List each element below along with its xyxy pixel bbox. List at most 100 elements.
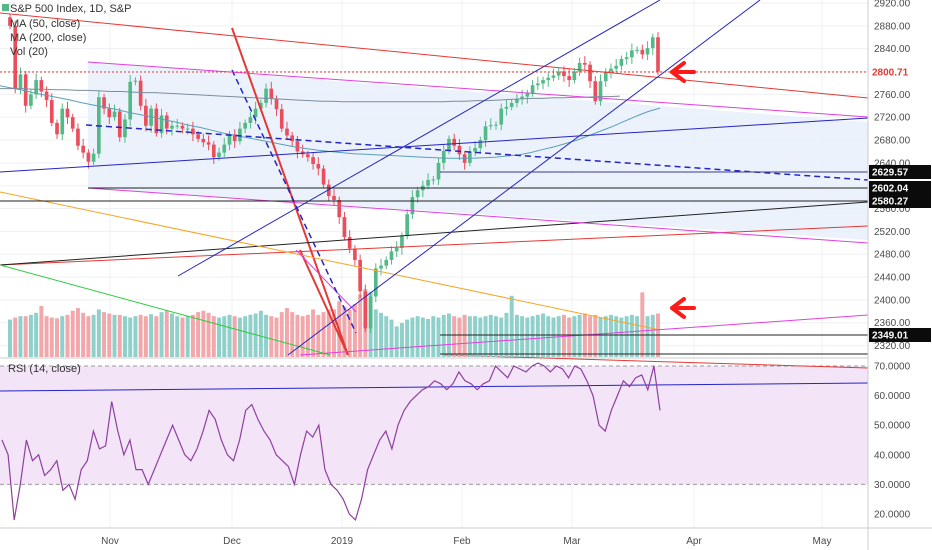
candle-body-29 — [159, 115, 164, 134]
candle-body-93 — [494, 124, 498, 126]
candle-body-115 — [609, 68, 613, 72]
rsi-tick-2: 50.0000 — [874, 421, 911, 432]
candle-body-42 — [227, 134, 232, 145]
volume-bar-94 — [499, 317, 504, 357]
candle-body-45 — [243, 122, 247, 129]
volume-bar-117 — [619, 317, 624, 357]
volume-bar-80 — [426, 318, 431, 357]
candle-body-63 — [337, 199, 342, 218]
volume-bar-27 — [149, 314, 154, 357]
volume-bar-41 — [222, 316, 227, 357]
price-badge-3: 2580.27 — [872, 197, 909, 208]
volume-bar-70 — [373, 309, 378, 357]
volume-bar-72 — [384, 316, 389, 357]
candle-body-96 — [509, 102, 514, 107]
candle-body-83 — [441, 150, 446, 163]
volume-bar-81 — [431, 316, 436, 357]
volume-bar-1 — [13, 317, 18, 357]
volume-bar-73 — [389, 319, 394, 357]
volume-bar-33 — [180, 317, 185, 357]
volume-bar-79 — [420, 317, 425, 357]
price-badge-bg-4 — [869, 328, 931, 342]
volume-bar-100 — [530, 316, 535, 357]
rsi-label[interactable]: RSI (14, close) — [8, 363, 81, 375]
candle-body-114 — [603, 71, 608, 82]
volume-bar-71 — [379, 312, 384, 357]
candle-body-21 — [117, 111, 122, 138]
trend-red-steep-inner — [299, 249, 349, 356]
volume-bar-96 — [509, 295, 514, 357]
rsi-line — [1, 362, 661, 522]
volume-bar-31 — [170, 313, 174, 357]
volume-bar-115 — [608, 314, 613, 357]
candle-body-117 — [619, 58, 624, 66]
volume-bar-39 — [211, 316, 216, 357]
rsi-pane — [0, 354, 869, 522]
price-tick-0: 2920.00 — [874, 0, 911, 10]
volume-bar-111 — [588, 316, 593, 357]
volume-bar-52 — [279, 312, 284, 357]
volume-bar-91 — [483, 316, 488, 357]
volume-bar-19 — [107, 313, 112, 357]
candle-body-74 — [394, 247, 399, 252]
volume-bar-61 — [326, 309, 331, 357]
volume-bar-38 — [206, 312, 211, 357]
volume-bar-116 — [614, 316, 619, 357]
time-axis[interactable]: Nov Dec 2019 Feb Mar Apr May — [0, 527, 932, 547]
candle-body-97 — [515, 98, 519, 103]
rsi-trendline-red — [444, 354, 869, 369]
volume-bar-67 — [358, 294, 363, 357]
volume-bar-112 — [593, 314, 598, 357]
candle-body-77 — [410, 197, 415, 215]
candle-body-81 — [431, 179, 436, 181]
candle-body-76 — [405, 214, 409, 236]
volume-bar-35 — [190, 314, 195, 357]
candle-body-18 — [102, 97, 106, 109]
candle-body-107 — [567, 76, 571, 81]
candle-body-44 — [238, 128, 242, 142]
price-tick-9: 2560.00 — [874, 204, 911, 215]
candle-body-38 — [206, 142, 211, 145]
candle-body-11 — [65, 108, 70, 118]
indicator-volume[interactable]: Vol (20) — [10, 46, 48, 58]
price-tick-7: 2640.00 — [874, 158, 911, 169]
symbol-title[interactable]: S&P 500 Index, 1D, S&P — [10, 3, 131, 15]
volume-bar-46 — [248, 314, 253, 357]
time-tick-1: Dec — [223, 536, 241, 547]
symbol-status-icon — [2, 4, 9, 11]
candle-body-101 — [535, 83, 540, 86]
volume-bar-92 — [488, 314, 493, 357]
candle-body-122 — [645, 48, 650, 55]
volume-bar-13 — [75, 308, 80, 357]
candle-body-82 — [436, 162, 441, 180]
candle-body-124 — [656, 37, 660, 72]
volume-bar-109 — [577, 314, 582, 357]
rsi-tick-3: 40.0000 — [874, 450, 911, 461]
volume-bar-5 — [34, 312, 39, 357]
candle-body-28 — [154, 108, 159, 134]
indicator-ma50[interactable]: MA (50, close) — [10, 18, 80, 30]
volume-bar-2 — [18, 316, 23, 357]
volume-bar-6 — [39, 306, 44, 357]
volume-bar-123 — [650, 314, 655, 357]
candle-body-30 — [164, 115, 169, 129]
volume-bar-4 — [28, 314, 33, 357]
candle-body-62 — [332, 195, 336, 200]
volume-bar-15 — [86, 316, 91, 357]
volume-bar-12 — [70, 310, 75, 357]
volume-bar-43 — [232, 316, 237, 357]
indicator-ma200[interactable]: MA (200, close) — [10, 32, 86, 44]
candle-body-15 — [86, 152, 91, 162]
volume-bar-17 — [96, 309, 101, 357]
volume-bar-93 — [494, 316, 498, 357]
price-axis[interactable]: 2920.002880.002840.002800.002760.002720.… — [867, 0, 932, 550]
volume-bar-107 — [567, 317, 572, 357]
candle-body-70 — [373, 268, 378, 297]
volume-bar-34 — [185, 316, 190, 357]
candle-body-48 — [259, 102, 263, 109]
volume-bar-85 — [452, 316, 457, 357]
candle-body-22 — [123, 119, 127, 138]
chart-header: S&P 500 Index, 1D, S&P MA (50, close) MA… — [2, 3, 131, 58]
volume-bar-20 — [112, 314, 117, 357]
candle-body-66 — [353, 248, 357, 260]
